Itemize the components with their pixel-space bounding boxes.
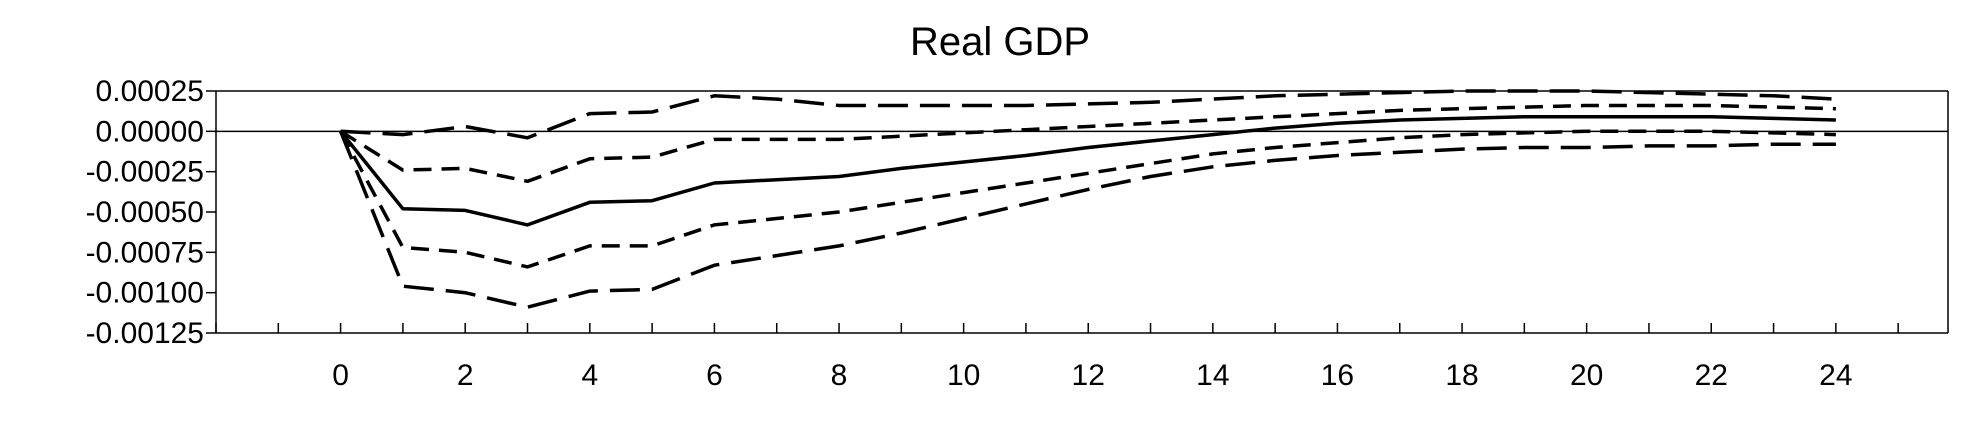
- x-tick-label: 6: [706, 359, 723, 392]
- series-line-3: [339, 129, 1836, 269]
- x-tick-label: 22: [1695, 359, 1728, 392]
- y-tick-label: -0.00100: [86, 277, 204, 310]
- x-tick-label: 16: [1321, 359, 1354, 392]
- x-tick-label: 10: [947, 359, 980, 392]
- x-axis: 0 2 4 6 8 10 12 14 16 18 20 22 24: [215, 323, 1948, 392]
- x-tick-label: 18: [1445, 359, 1478, 392]
- series-line-1: [339, 115, 1836, 227]
- x-tick-label: 8: [831, 359, 848, 392]
- x-tick-label: 4: [581, 359, 598, 392]
- y-tick-label: -0.00075: [86, 236, 204, 269]
- y-axis: 0.00025 0.00000 -0.00025 -0.00050 -0.00075 -0…: [86, 75, 217, 350]
- y-tick-label: 0.00025: [96, 75, 204, 108]
- chart-title: Real GDP: [910, 20, 1090, 64]
- x-tick-label: 24: [1819, 359, 1852, 392]
- plot-lines: [338, 89, 1836, 309]
- series-line-2: [339, 103, 1836, 184]
- x-tick-label: 0: [332, 359, 349, 392]
- y-tick-label: -0.00050: [86, 196, 204, 229]
- y-tick-label: -0.00025: [86, 156, 204, 189]
- y-tick-label: 0.00000: [96, 115, 204, 148]
- x-tick-label: 20: [1570, 359, 1603, 392]
- y-tick-label: -0.00125: [86, 317, 204, 350]
- series-line-4: [340, 89, 1836, 140]
- x-tick-label: 14: [1196, 359, 1229, 392]
- series-line-5: [338, 130, 1836, 309]
- x-tick-label: 12: [1072, 359, 1105, 392]
- x-tick-label: 2: [457, 359, 474, 392]
